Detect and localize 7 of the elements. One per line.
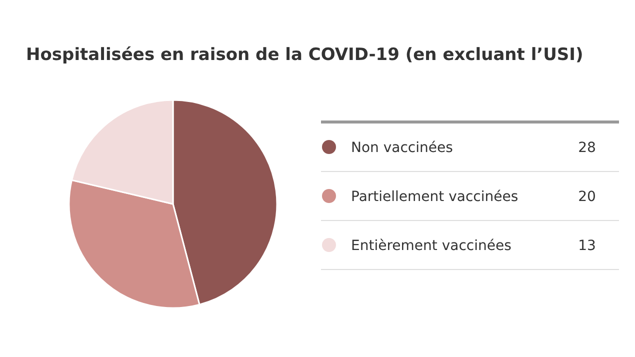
data-label: 28 bbox=[578, 140, 596, 156]
legend-label: Partiellement vaccinées bbox=[351, 189, 518, 205]
legend-label: Entièrement vaccinées bbox=[351, 238, 512, 254]
data-label: 13 bbox=[578, 238, 596, 254]
chart-title: Hospitalisées en raison de la COVID-19 (en excluant l’USI) bbox=[26, 45, 584, 65]
legend-label: Non vaccinées bbox=[351, 140, 453, 156]
data-label: 20 bbox=[578, 189, 596, 205]
